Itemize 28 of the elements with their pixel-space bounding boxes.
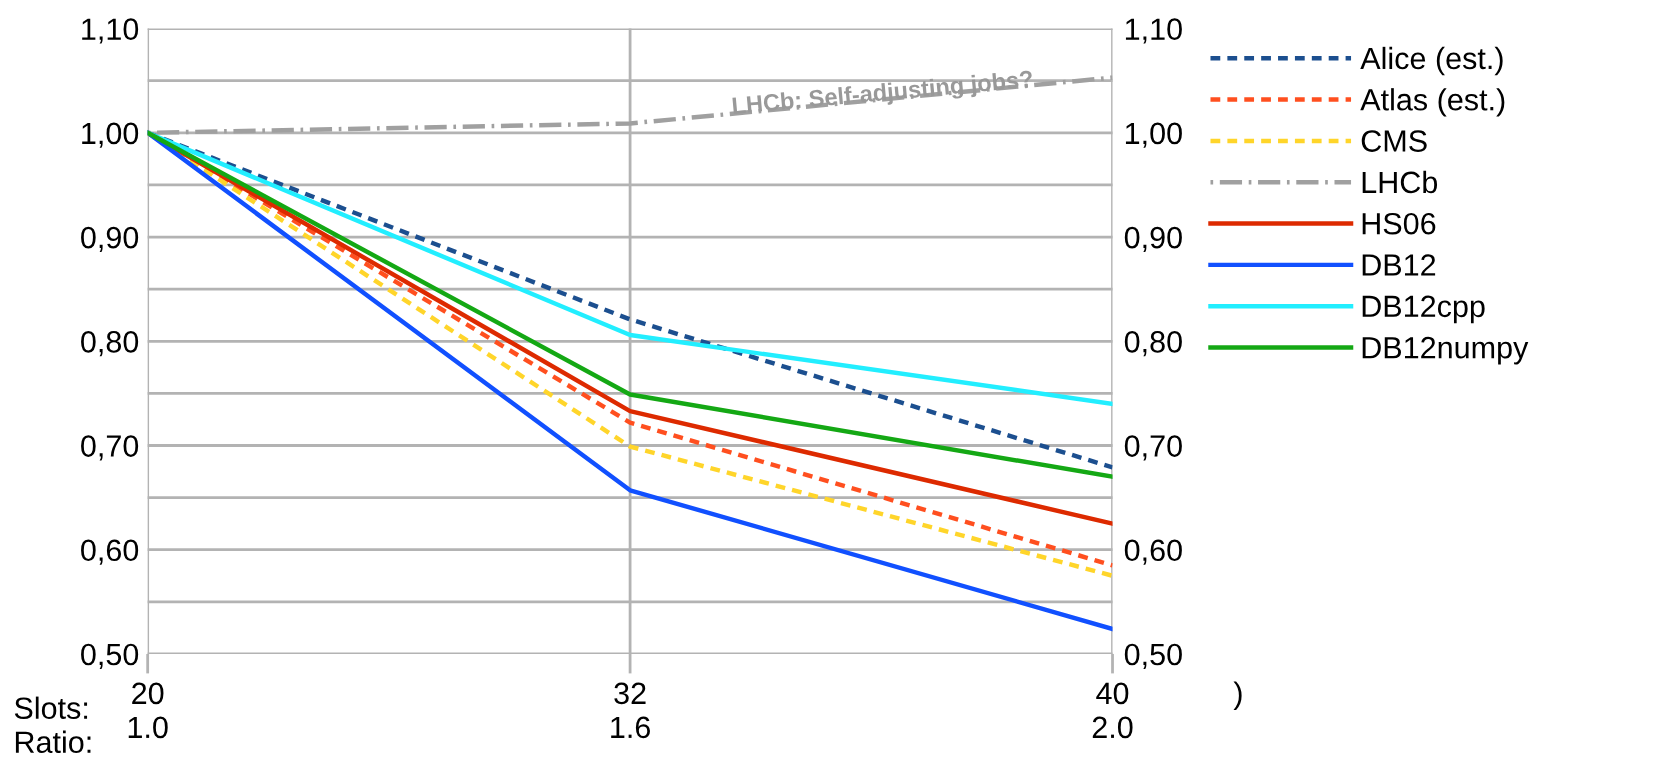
y2-tick-label: 1,10: [1125, 18, 1182, 44]
y2-tick-label: 0,90: [1124, 226, 1182, 253]
y2-tick-label: 1,00: [1125, 122, 1182, 148]
text: ): [1233, 681, 1242, 710]
y-tick-label: 1,00: [82, 122, 139, 148]
y-tick-label: 0,50: [81, 643, 139, 669]
y2-tick-label: 0,50: [1124, 643, 1182, 669]
y2-tick-label: 0,60: [1124, 539, 1182, 565]
legend-label: HS06: [1362, 212, 1436, 235]
y-tick-label: 0,60: [81, 539, 139, 565]
legend-label: CMS: [1361, 130, 1427, 152]
y2-tick-label: 0,70: [1124, 435, 1182, 461]
legend-label: Alice (est.): [1360, 46, 1503, 76]
text: Slots: Ratio:: [14, 696, 91, 754]
x-tick-label: 20 1.0: [128, 682, 168, 739]
annotation: LHCb: Self-adjusting jobs?: [732, 69, 1034, 119]
x-tick-label: 32 1.6: [611, 682, 650, 739]
y-tick-label: 0,70: [81, 435, 139, 461]
y-tick-label: 0,90: [81, 226, 139, 253]
y2-tick-label: 0,80: [1124, 331, 1182, 357]
legend-label: DB12: [1362, 254, 1436, 276]
y-tick-label: 1,10: [82, 18, 139, 44]
x-tick-label: 40 2.0: [1092, 682, 1133, 739]
legend-label: DB12cpp: [1362, 295, 1485, 324]
y-tick-label: 0,80: [81, 331, 139, 357]
legend-label: DB12numpy: [1362, 336, 1529, 365]
legend-label: Atlas (est.): [1360, 88, 1505, 117]
legend-label: LHCb: [1362, 170, 1438, 194]
